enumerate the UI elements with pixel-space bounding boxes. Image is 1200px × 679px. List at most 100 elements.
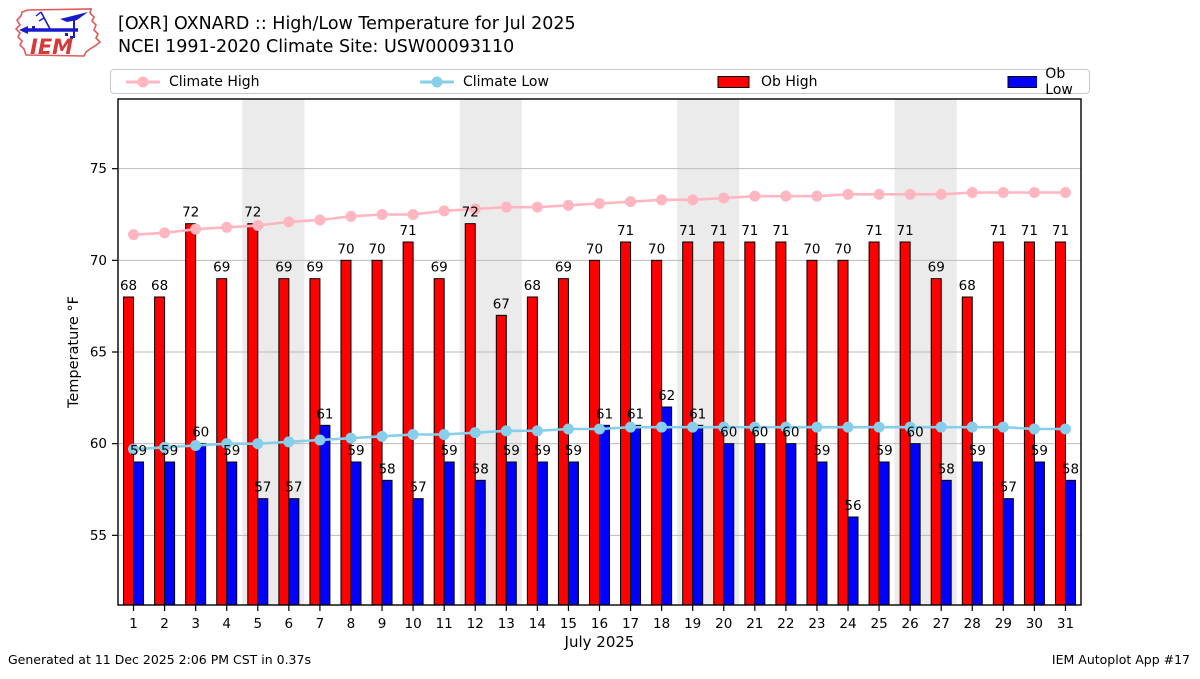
ob-high-value-label: 68 (524, 278, 541, 294)
climate-high-point (221, 221, 233, 233)
ob-high-bar (464, 223, 476, 606)
y-tick-label: 65 (90, 345, 107, 361)
ob-low-bar (630, 424, 642, 606)
ob-high-bar (247, 223, 259, 606)
ob-high-bar (340, 259, 352, 606)
ob-low-bar (412, 498, 424, 606)
climate-high-point (904, 188, 916, 200)
chart-title: [OXR] OXNARD :: High/Low Temperature for… (118, 14, 576, 34)
climate-high-point (718, 192, 730, 204)
ob-low-bar (257, 498, 269, 606)
climate-low-point (469, 427, 481, 439)
climate-low-point (1059, 423, 1071, 435)
ob-low-bar (692, 424, 704, 606)
ob-low-value-label: 58 (378, 461, 395, 477)
ob-low-value-label: 59 (565, 443, 582, 459)
ob-low-bar (133, 461, 145, 606)
ob-low-value-label: 61 (316, 406, 333, 422)
x-tick-label: 13 (498, 616, 515, 632)
climate-low-point (625, 421, 637, 433)
x-axis-label: July 2025 (564, 633, 635, 651)
ob-high-value-label: 68 (120, 278, 137, 294)
ob-low-bar (785, 443, 797, 606)
climate-high-point (500, 201, 512, 213)
ob-high-bar (806, 259, 818, 606)
climate-low-point (314, 434, 326, 446)
legend-item-label: Ob High (761, 73, 818, 90)
ob-high-value-label: 72 (182, 205, 199, 221)
climate-high-point (128, 229, 140, 241)
ob-low-bar (723, 443, 735, 606)
x-tick-label: 6 (285, 616, 294, 632)
climate-high-point (190, 223, 202, 235)
climate-low-point (997, 421, 1009, 433)
weathervane-icon (19, 11, 88, 39)
x-tick-label: 20 (715, 616, 732, 632)
climate-high-point (966, 187, 978, 198)
climate-low-point (283, 436, 295, 448)
iem-logo-text: IEM (30, 35, 73, 59)
ob-low-value-label: 59 (969, 443, 986, 459)
climate-high-point (376, 209, 388, 220)
ob-high-value-label: 69 (275, 260, 292, 276)
ob-low-bar (226, 461, 238, 606)
ob-low-bar (1002, 498, 1014, 606)
ob-low-bar (754, 443, 766, 606)
ob-high-value-label: 71 (400, 223, 417, 239)
ob-low-value-label: 57 (1000, 480, 1017, 496)
climate-high-point (687, 194, 699, 206)
generated-at-text: Generated at 11 Dec 2025 2:06 PM CST in … (8, 652, 311, 667)
x-tick-label: 16 (591, 616, 608, 632)
ob-low-value-label: 58 (1062, 461, 1079, 477)
x-tick-label: 31 (1057, 616, 1074, 632)
ob-high-bar (185, 223, 197, 606)
legend-item-label: Climate High (169, 73, 260, 90)
legend-item-label: Climate Low (463, 73, 549, 90)
climate-high-point (407, 209, 419, 220)
legend-rect-swatch-icon (717, 75, 750, 88)
ob-low-value-label: 57 (410, 480, 427, 496)
ob-low-bar (195, 443, 207, 606)
ob-high-bar (651, 259, 663, 606)
x-tick-label: 10 (405, 616, 422, 632)
climate-low-point (780, 421, 792, 433)
y-axis-label: Temperature °F (66, 296, 82, 409)
climate-low-point (531, 425, 543, 437)
ob-low-bar (847, 516, 859, 606)
ob-low-value-label: 60 (907, 425, 924, 441)
x-tick-label: 7 (316, 616, 325, 632)
ob-low-value-label: 61 (596, 406, 613, 422)
ob-high-value-label: 71 (679, 223, 696, 239)
climate-high-point (749, 190, 761, 202)
ob-low-bar (940, 479, 952, 606)
x-tick-label: 15 (560, 616, 577, 632)
ob-low-value-label: 58 (938, 461, 955, 477)
climate-high-point (997, 187, 1009, 198)
climate-low-point (1028, 423, 1040, 435)
climate-low-point (221, 438, 233, 450)
ob-high-value-label: 69 (431, 260, 448, 276)
climate-low-point (438, 429, 450, 440)
y-tick-label: 55 (90, 528, 107, 544)
ob-low-bar (443, 461, 455, 606)
ob-high-value-label: 71 (741, 223, 758, 239)
x-tick-label: 11 (436, 616, 453, 632)
climate-high-point (594, 198, 605, 209)
climate-low-point (159, 441, 171, 453)
climate-low-point (500, 425, 512, 437)
climate-high-point (562, 199, 574, 211)
x-tick-label: 22 (777, 616, 794, 632)
climate-high-point (1028, 187, 1040, 198)
climate-low-point (252, 438, 264, 450)
ob-high-value-label: 70 (368, 241, 385, 257)
x-tick-label: 12 (467, 616, 484, 632)
climate-high-point (625, 196, 637, 208)
ob-high-bar (495, 314, 507, 606)
x-tick-label: 21 (746, 616, 763, 632)
ob-low-value-label: 57 (285, 480, 302, 496)
x-tick-label: 27 (933, 616, 950, 632)
ob-high-value-label: 70 (586, 241, 603, 257)
climate-high-point (842, 188, 854, 200)
ob-low-value-label: 61 (627, 406, 644, 422)
ob-low-bar (288, 498, 300, 606)
